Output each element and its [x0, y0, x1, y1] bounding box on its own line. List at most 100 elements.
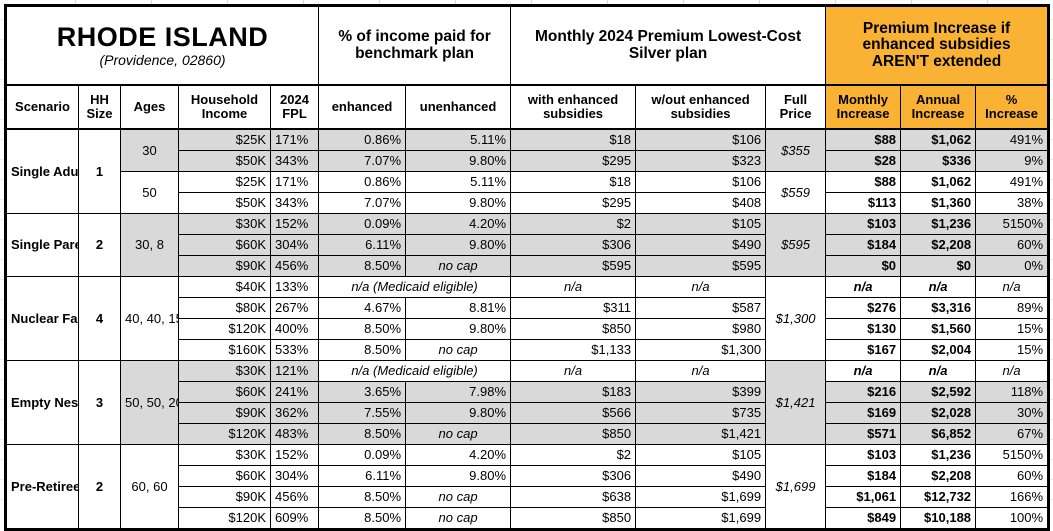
- cell-annual-increase: $1,062: [900, 171, 977, 193]
- cell-pct-increase: 15%: [975, 339, 1050, 361]
- cell-enhanced: 7.55%: [318, 402, 407, 424]
- ages-cell: 60, 60: [120, 444, 179, 530]
- cell-full-price: $1,421: [765, 360, 827, 445]
- col-header-annual-increase: Annual Increase: [900, 84, 977, 130]
- cell-with-subsidies: $306: [510, 465, 637, 487]
- cell-income: $160K: [178, 339, 271, 361]
- cell-income: $60K: [178, 234, 271, 256]
- cell-unenhanced: 5.11%: [405, 128, 512, 151]
- cell-income: $50K: [178, 150, 271, 172]
- cell-pct-increase: 0%: [975, 255, 1050, 277]
- scenario-cell: Empty Nesters: [5, 360, 79, 445]
- cell-pct-increase: 166%: [975, 486, 1050, 508]
- cell-monthly-increase: $849: [825, 507, 902, 530]
- cell-pct-increase: 5150%: [975, 444, 1050, 466]
- hh-size-cell: 2: [78, 213, 121, 277]
- ages-cell: 30, 8: [120, 213, 179, 277]
- cell-enhanced: 0.86%: [318, 171, 407, 193]
- cell-monthly-increase: n/a: [825, 276, 902, 298]
- cell-with-subsidies: $2: [510, 444, 637, 466]
- cell-enhanced: 8.50%: [318, 507, 407, 530]
- cell-fpl: 362%: [269, 402, 320, 424]
- cell-without-subsidies: $408: [635, 192, 767, 214]
- cell-enhanced: 0.09%: [318, 444, 407, 466]
- cell-income: $40K: [178, 276, 271, 298]
- table-row: $50K 343% 7.07% 9.80% $295 $408 $113 $1,…: [6, 192, 1050, 214]
- cell-with-subsidies: $311: [510, 297, 637, 319]
- cell-unenhanced: no cap: [405, 507, 512, 530]
- cell-enhanced: 8.50%: [318, 423, 407, 445]
- cell-with-subsidies: $306: [510, 234, 637, 256]
- cell-with-subsidies: $2: [510, 213, 637, 235]
- cell-annual-increase: $1,236: [900, 444, 977, 466]
- cell-with-subsidies: $183: [510, 381, 637, 403]
- col-header-without-subsidies: w/out enhanced subsidies: [635, 84, 767, 130]
- hh-size-cell: 3: [78, 360, 121, 445]
- cell-annual-increase: $2,208: [900, 465, 977, 487]
- cell-enhanced: 8.50%: [318, 339, 407, 361]
- cell-without-subsidies: $595: [635, 255, 767, 277]
- cell-enhanced: 8.50%: [318, 318, 407, 340]
- cell-with-subsidies: $850: [510, 423, 637, 445]
- cell-monthly-increase: $571: [825, 423, 902, 445]
- cell-without-subsidies: $1,421: [635, 423, 767, 445]
- cell-income: $80K: [178, 297, 271, 319]
- cell-fpl: 171%: [269, 171, 320, 193]
- cell-pct-increase: n/a: [975, 360, 1050, 382]
- medicaid-cell: n/a (Medicaid eligible): [318, 360, 512, 382]
- cell-annual-increase: $336: [900, 150, 977, 172]
- hh-size-cell: 2: [78, 444, 121, 530]
- cell-annual-increase: $2,028: [900, 402, 977, 424]
- cell-without-subsidies: $105: [635, 213, 767, 235]
- table-row: $60K 304% 6.11% 9.80% $306 $490 $184 $2,…: [6, 465, 1050, 487]
- cell-annual-increase: $2,592: [900, 381, 977, 403]
- cell-monthly-increase: $113: [825, 192, 902, 214]
- cell-unenhanced: no cap: [405, 255, 512, 277]
- col-header-hh-size: HH Size: [78, 84, 121, 130]
- cell-enhanced: 0.86%: [318, 128, 407, 151]
- scenario-cell: Single Parent: [5, 213, 79, 277]
- cell-annual-increase: $12,732: [900, 486, 977, 508]
- cell-monthly-increase: $130: [825, 318, 902, 340]
- cell-enhanced: 6.11%: [318, 234, 407, 256]
- cell-unenhanced: 5.11%: [405, 171, 512, 193]
- cell-fpl: 609%: [269, 507, 320, 530]
- cell-with-subsidies: n/a: [510, 276, 637, 298]
- table-row: Pre-Retirees 2 60, 60 $30K 152% 0.09% 4.…: [5, 444, 1050, 530]
- col-header-ages: Ages: [120, 84, 179, 130]
- cell-fpl: 152%: [269, 213, 320, 235]
- cell-pct-increase: 67%: [975, 423, 1050, 445]
- cell-unenhanced: no cap: [405, 423, 512, 445]
- cell-income: $60K: [178, 381, 271, 403]
- cell-without-subsidies: $399: [635, 381, 767, 403]
- cell-annual-increase: $1,560: [900, 318, 977, 340]
- table-row: $50K 343% 7.07% 9.80% $295 $323 $28 $336…: [6, 150, 1050, 172]
- cell-income: $50K: [178, 192, 271, 214]
- ages-cell: 50, 50, 20: [120, 360, 179, 445]
- cell-pct-increase: 15%: [975, 318, 1050, 340]
- cell-unenhanced: 9.80%: [405, 465, 512, 487]
- cell-monthly-increase: $0: [825, 255, 902, 277]
- cell-unenhanced: 7.98%: [405, 381, 512, 403]
- cell-income: $25K: [178, 128, 271, 151]
- col-header-with-subsidies: with enhanced subsidies: [510, 84, 637, 130]
- cell-pct-increase: 60%: [975, 234, 1050, 256]
- cell-monthly-increase: $103: [825, 444, 902, 466]
- cell-annual-increase: $10,188: [900, 507, 977, 530]
- cell-without-subsidies: n/a: [635, 360, 767, 382]
- table-title-cell: RHODE ISLAND (Providence, 02860): [4, 5, 320, 86]
- cell-full-price: $355: [765, 128, 827, 172]
- cell-without-subsidies: $1,699: [635, 507, 767, 530]
- group-header-income-pct: % of income paid for benchmark plan: [318, 5, 512, 86]
- cell-annual-increase: $1,360: [900, 192, 977, 214]
- cell-monthly-increase: n/a: [825, 360, 902, 382]
- cell-with-subsidies: n/a: [510, 360, 637, 382]
- cell-with-subsidies: $595: [510, 255, 637, 277]
- table-row: $120K 483% 8.50% no cap $850 $1,421 $571…: [6, 423, 1050, 445]
- cell-with-subsidies: $850: [510, 507, 637, 530]
- cell-pct-increase: 89%: [975, 297, 1050, 319]
- cell-annual-increase: $2,208: [900, 234, 977, 256]
- col-header-full-price: Full Price: [765, 84, 827, 130]
- cell-pct-increase: n/a: [975, 276, 1050, 298]
- cell-without-subsidies: $323: [635, 150, 767, 172]
